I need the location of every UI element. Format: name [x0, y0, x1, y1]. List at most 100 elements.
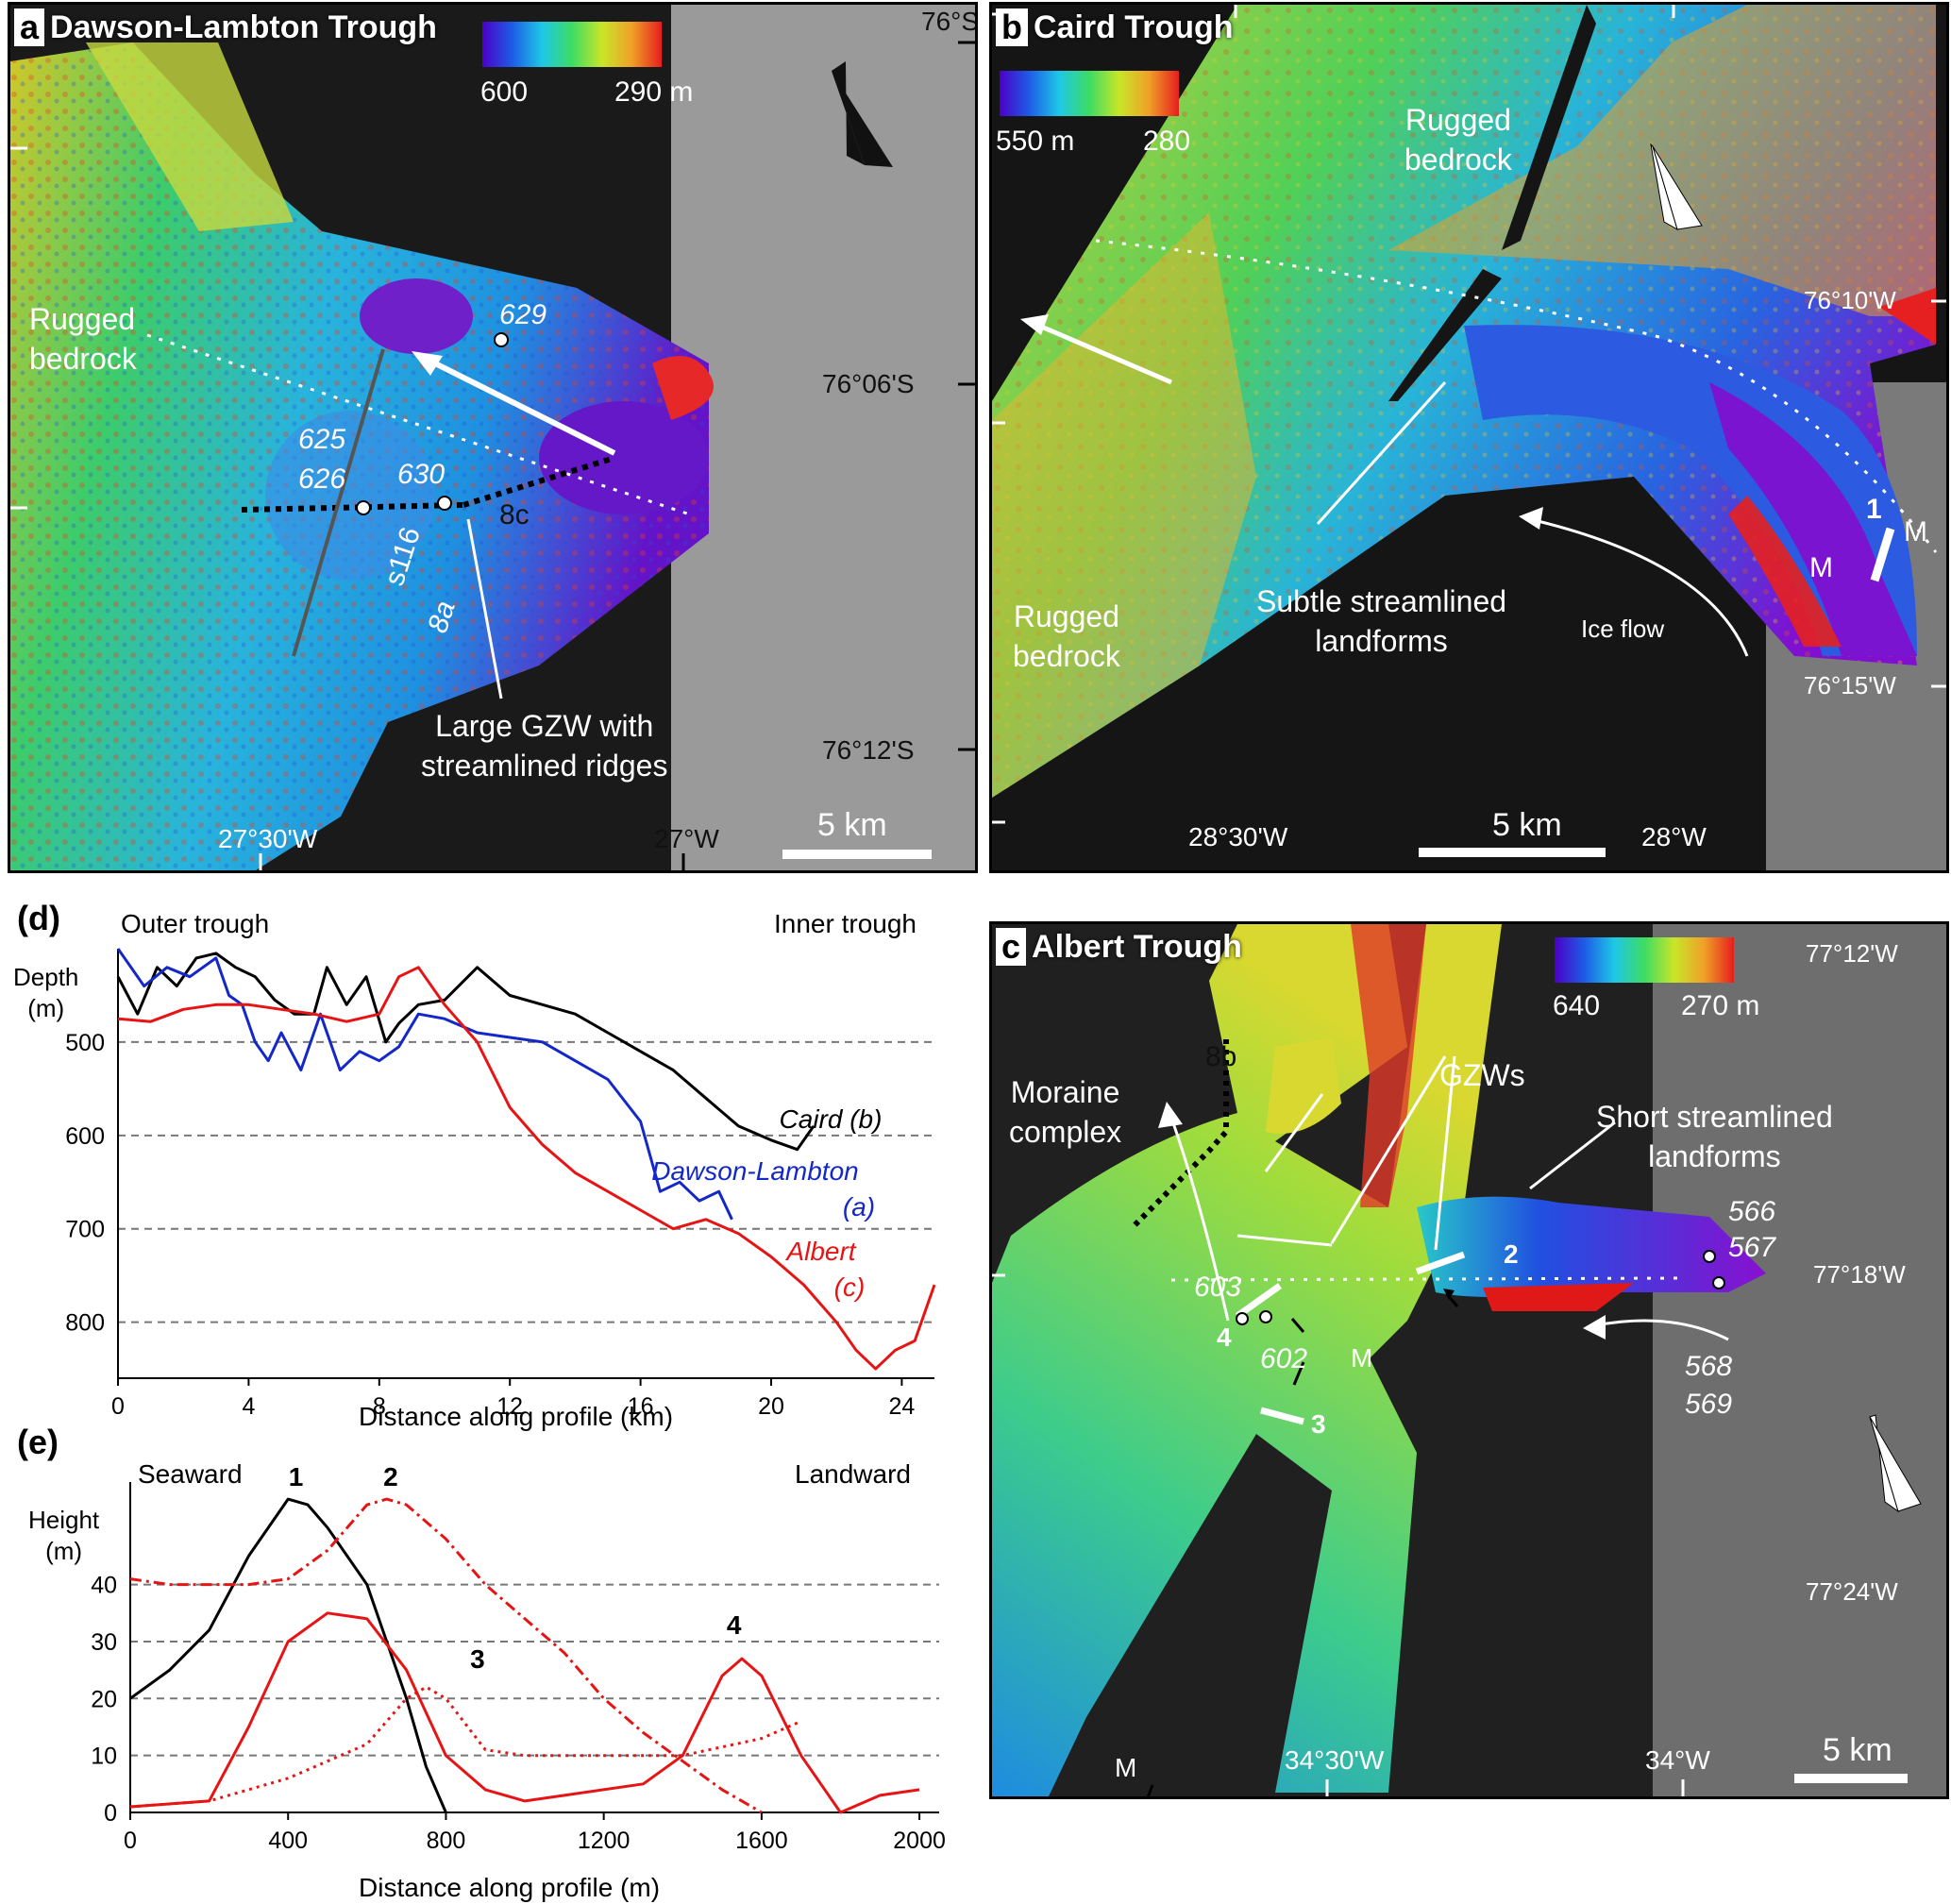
panel-a-lat-3: 76°12'S: [822, 735, 915, 765]
panel-a-title: a Dawson-Lambton Trough: [14, 8, 437, 46]
legend-name: Caird (b): [780, 1104, 883, 1134]
panel-b-letter: b: [996, 8, 1028, 46]
panel-c-map: c Albert Trough 640 270 m 77°12'W 77°18'…: [989, 921, 1949, 1799]
panel-c-gzws: GZWs: [1439, 1058, 1525, 1092]
panel-c-core-603: 603: [1194, 1272, 1242, 1303]
panel-b-rugged-bottom: Rugged bedrock: [1013, 599, 1120, 673]
panel-d-plot: 500 600 700 800 0 4 8 12 16 20 24 Caird (b) Dawson-L…: [65, 948, 936, 1420]
panel-b-rugged-top: Rugged bedrock: [1404, 103, 1512, 177]
legend-name: Dawson-Lambton: [651, 1156, 858, 1186]
panel-c-core-602: 602: [1260, 1343, 1308, 1374]
panel-a-scale-label: 5 km: [817, 807, 887, 843]
panel-c-scale-bar: [1794, 1774, 1908, 1783]
panel-c-marker-4: 4: [1217, 1323, 1232, 1352]
panel-e-letter: (e): [17, 1423, 59, 1461]
panel-c-marker-3: 3: [1311, 1409, 1326, 1439]
panel-b-marker-m2: M: [1809, 552, 1833, 583]
series-line-1: [116, 952, 816, 1152]
panel-b-colorbar-max: 280: [1143, 126, 1191, 157]
panel-a-core-625: 625: [298, 424, 346, 455]
panel-c-lat-1: 77°12'W: [1806, 939, 1898, 968]
panel-c-lat-2: 77°18'W: [1813, 1260, 1906, 1289]
legend-tag: (c): [834, 1272, 866, 1302]
panel-c-colorbar-min: 640: [1553, 990, 1601, 1021]
panel-a-lon-2: 27°W: [654, 824, 719, 853]
y-tick-label: 30: [91, 1629, 117, 1656]
panel-b-streamlined-label: Subtle streamlined landforms: [1256, 584, 1507, 658]
x-tick-label: 20: [758, 1393, 784, 1420]
panel-c-lon-2: 34°W: [1645, 1745, 1710, 1775]
panel-d-inner-trough: Inner trough: [774, 909, 917, 938]
peak-label-1: 1: [289, 1462, 304, 1491]
panel-e-xlabel: Distance along profile (m): [359, 1873, 661, 1902]
x-tick-label: 8: [373, 1393, 386, 1420]
x-tick-label: 1200: [578, 1828, 631, 1854]
panel-a-letter: a: [14, 8, 45, 46]
x-tick-label: 0: [124, 1828, 137, 1854]
peak-label-4: 4: [727, 1610, 742, 1640]
panel-c-lat-3: 77°24'W: [1806, 1577, 1898, 1606]
series-line-2: [129, 1497, 763, 1814]
series-line-3: [117, 966, 936, 1371]
panel-e-chart: (e) Seaward Landward Height (m) Distance…: [0, 1425, 982, 1904]
y-tick-label: 40: [91, 1573, 117, 1599]
x-tick-label: 4: [242, 1393, 255, 1420]
panel-d-xlabel: Distance along profile (km): [359, 1402, 674, 1431]
y-tick-label: 10: [91, 1744, 117, 1770]
panel-e-seaward: Seaward: [138, 1459, 243, 1489]
panel-b-marker-m1: M: [1904, 516, 1927, 548]
panel-d-chart: (d) Outer trough Inner trough Depth (m) …: [0, 901, 982, 1430]
peak-label-3: 3: [470, 1644, 485, 1674]
series-line-1: [129, 1497, 447, 1813]
panel-b-scale-bar: [1419, 848, 1606, 857]
panel-a-core-629: 629: [499, 299, 547, 330]
panel-c-marker-2: 2: [1504, 1239, 1519, 1269]
x-tick-label: 12: [496, 1393, 523, 1420]
panel-c-marker-m1: M: [1351, 1343, 1373, 1373]
panel-c-bathymetry: [992, 924, 1946, 1796]
y-tick-label: 600: [65, 1123, 105, 1150]
y-tick-label: 0: [104, 1800, 117, 1827]
x-tick-label: 0: [111, 1393, 125, 1420]
x-tick-label: 400: [268, 1828, 308, 1854]
panel-d-letter: (d): [17, 899, 60, 937]
panel-c-title-text: Albert Trough: [1032, 928, 1242, 965]
panel-b-lon-2: 28°W: [1641, 822, 1707, 851]
panel-c-lon-1: 34°30'W: [1285, 1745, 1385, 1775]
panel-a-scale-bar: [782, 850, 932, 859]
y-tick-label: 700: [65, 1217, 105, 1243]
peak-label-2: 2: [383, 1462, 398, 1491]
series-line-2: [116, 948, 733, 1221]
panel-a-title-text: Dawson-Lambton Trough: [50, 8, 437, 45]
panel-a-lon-1: 27°30'W: [218, 824, 318, 853]
y-tick-label: 500: [65, 1030, 105, 1056]
panel-b-colorbar-min: 550 m: [996, 126, 1075, 157]
panel-b-scale-label: 5 km: [1492, 807, 1562, 843]
panel-d-outer-trough: Outer trough: [121, 909, 270, 938]
x-tick-label: 24: [888, 1393, 915, 1420]
panel-c-moraine: Moraine complex: [1009, 1075, 1122, 1149]
panel-b-colorbar: [1000, 71, 1179, 116]
x-tick-label: 16: [628, 1393, 654, 1420]
panel-c-scale-label: 5 km: [1823, 1732, 1892, 1768]
y-tick-label: 800: [65, 1310, 105, 1337]
panel-c-title: c Albert Trough: [996, 928, 1242, 966]
panel-a-lat-2: 76°06'S: [822, 369, 915, 398]
panel-a-map: a Dawson-Lambton Trough 600 290 m 76°S 7…: [8, 2, 978, 873]
x-tick-label: 2000: [893, 1828, 946, 1854]
series-line-3: [129, 1685, 802, 1809]
panel-a-rugged-bedrock: Rugged bedrock: [29, 302, 137, 376]
panel-b-ice-flow: Ice flow: [1581, 615, 1665, 643]
panel-c-profile-8b: 8b: [1205, 1041, 1237, 1072]
panel-b-marker-1: 1: [1866, 494, 1882, 525]
panel-c-marker-m2: M: [1115, 1753, 1137, 1782]
legend-tag: (a): [843, 1192, 875, 1222]
panel-c-short-streamlined: Short streamlined landforms: [1596, 1100, 1833, 1173]
panel-a-colorbar-max: 290 m: [614, 76, 694, 108]
panel-b-bathymetry: [992, 5, 1946, 870]
panel-b-title: b Caird Trough: [996, 8, 1234, 46]
panel-b-lat-1: 76°10'W: [1804, 286, 1896, 314]
panel-c-colorbar: [1555, 937, 1734, 983]
panel-c-colorbar-max: 270 m: [1681, 990, 1760, 1021]
